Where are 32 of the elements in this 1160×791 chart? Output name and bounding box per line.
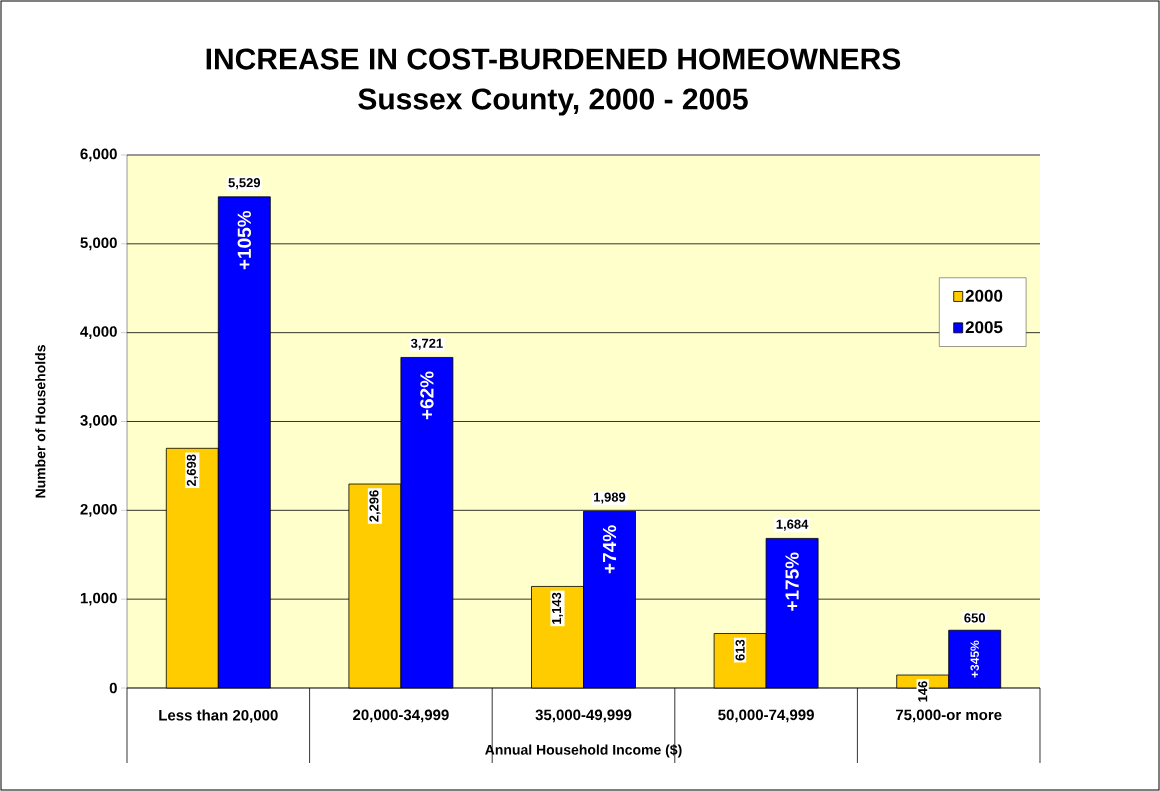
annotation: +105% [237, 210, 252, 270]
data-label: 1,989 [594, 492, 626, 504]
data-label: 613 [735, 639, 745, 661]
x-tick-label: 75,000-or more [895, 709, 1002, 723]
data-label: 650 [964, 613, 986, 623]
legend-label: 2005 [965, 321, 1003, 334]
data-label: 1,143 [551, 592, 564, 624]
y-tick-label: 3,000 [80, 415, 117, 428]
data-label: 5,529 [228, 178, 261, 190]
annotation: +345% [970, 640, 979, 678]
annotation: +175% [785, 552, 799, 611]
data-label: 146 [918, 681, 928, 702]
x-tick-label: 50,000-74,999 [718, 709, 814, 723]
data-label: 1,684 [776, 519, 809, 531]
annotation: +62% [420, 371, 434, 420]
data-label: 3,721 [410, 338, 443, 350]
x-tick-label: Less than 20,000 [159, 709, 278, 723]
chart-subtitle: Sussex County, 2000 - 2005 [358, 88, 748, 116]
legend-label: 2000 [965, 289, 1003, 302]
data-label: 2,296 [369, 490, 381, 522]
data-label: 2,698 [186, 454, 198, 487]
chart-title: INCREASE IN COST-BURDENED HOMEOWNERS [206, 48, 901, 70]
y-tick-label: 6,000 [80, 148, 117, 162]
y-tick-label: 2,000 [80, 503, 117, 517]
x-tick-label: 20,000-34,999 [353, 709, 449, 723]
y-tick-label: 1,000 [80, 592, 117, 606]
y-tick-label: 5,000 [80, 237, 117, 251]
x-tick-label: 35,000-49,999 [535, 709, 632, 723]
annotation: +74% [602, 525, 617, 574]
y-tick-label: 4,000 [80, 326, 117, 340]
y-tick-label: 0 [109, 682, 117, 694]
y-axis-title: Number of Households [35, 345, 46, 498]
